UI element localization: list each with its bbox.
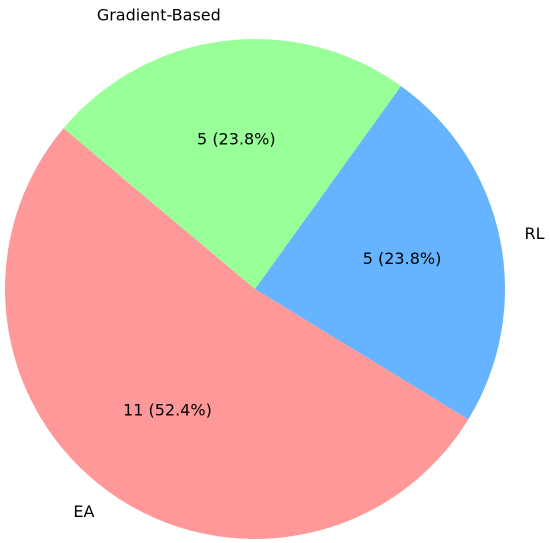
value-label-ea: 11 (52.4%) [123,400,212,419]
pie-slices [4,39,505,540]
slice-label-gradient-based: Gradient-Based [97,6,221,25]
pie-slice-rl [255,86,505,420]
value-label-gradient-based: 5 (23.8%) [197,130,276,149]
slice-label-rl: RL [525,224,545,243]
pie-slice-gradient-based [63,39,401,290]
pie-labels: EA 11 (52.4%) RL 5 (23.8%) Gradient-Based 5 (… [73,6,544,521]
value-label-rl: 5 (23.8%) [363,249,442,268]
pie-slice-ea [4,128,469,540]
slice-label-ea: EA [73,502,94,521]
